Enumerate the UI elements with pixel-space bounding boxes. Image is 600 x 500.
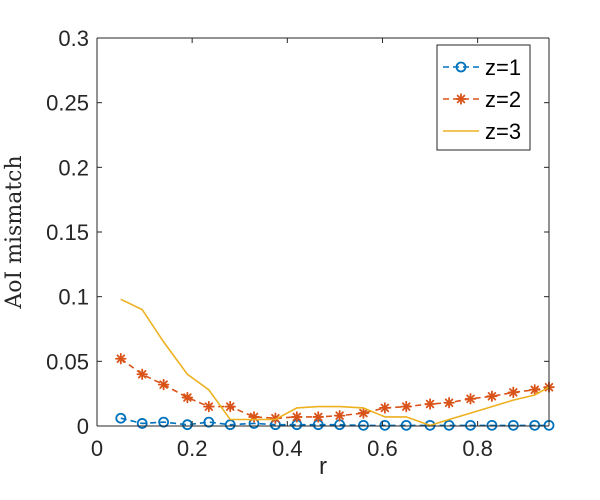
- legend: z=1 z=2 z=3: [436, 44, 531, 151]
- series-2-point: [248, 411, 260, 423]
- series-1-point: [358, 419, 369, 431]
- axes-layer: 0 0.2 0.4 0.6 0.8 0 0.05 0.1 0.15 0.2 0.25 0.3: [46, 26, 550, 461]
- legend-box: [436, 44, 531, 151]
- series-1-point: [379, 419, 391, 431]
- series-2-point: [507, 386, 520, 399]
- series-2-point: [203, 400, 215, 413]
- legend-label-2: z=2: [485, 87, 521, 112]
- series-2-point: [333, 409, 346, 422]
- x-tick-label: 0.8: [462, 436, 493, 461]
- series-2-point: [529, 384, 541, 396]
- y-tick-label: 0.3: [58, 26, 89, 51]
- series-2-point: [136, 368, 148, 380]
- x-tick-label: 0.4: [272, 436, 303, 461]
- series-2-point: [157, 378, 170, 391]
- x-tick-label: 0: [91, 436, 103, 461]
- x-tick-label: 0.2: [177, 436, 208, 461]
- legend-marker-1: [455, 61, 467, 73]
- series-1-point: [400, 419, 412, 431]
- series-line-1: [120, 417, 549, 427]
- y-tick-label: 0.25: [46, 91, 89, 116]
- series-1-point: [486, 419, 498, 431]
- y-axis-label: AoI mismatch: [2, 155, 27, 309]
- series-line-3: [120, 298, 550, 427]
- series-1-point: [158, 416, 170, 428]
- series-2-point: [400, 400, 412, 413]
- y-tick-label: 0.05: [46, 349, 89, 374]
- x-axis-label: r: [319, 453, 327, 480]
- y-tick-label: 0.1: [58, 285, 89, 310]
- series-2-point: [115, 353, 127, 365]
- series-2-point: [312, 411, 324, 423]
- series-2-point: [357, 407, 370, 419]
- series-1-point: [115, 412, 127, 424]
- series-2-point: [486, 390, 498, 402]
- series-1-point: [424, 419, 436, 431]
- series-2-point: [424, 398, 436, 410]
- x-tick-label: 0.6: [367, 436, 398, 461]
- series-layer: [115, 298, 555, 431]
- series-2-point: [224, 400, 236, 413]
- y-tick-label: 0: [77, 414, 89, 439]
- series-1-point: [136, 418, 148, 429]
- y-tick-label: 0.2: [58, 155, 89, 180]
- legend-label-3: z=3: [485, 119, 521, 144]
- series-2-point: [379, 402, 391, 414]
- legend-marker-2: [455, 93, 467, 105]
- series-2-point: [443, 397, 455, 409]
- series-1-point: [529, 419, 541, 431]
- series-1-point: [465, 419, 476, 431]
- series-2-point: [464, 393, 477, 405]
- series-2-point: [181, 391, 194, 404]
- series-2-point: [291, 411, 303, 423]
- series-1-point: [507, 419, 519, 431]
- series-1-point: [203, 416, 215, 428]
- legend-label-1: z=1: [485, 55, 521, 80]
- series-1-point: [443, 419, 455, 431]
- y-tick-label: 0.15: [46, 220, 89, 245]
